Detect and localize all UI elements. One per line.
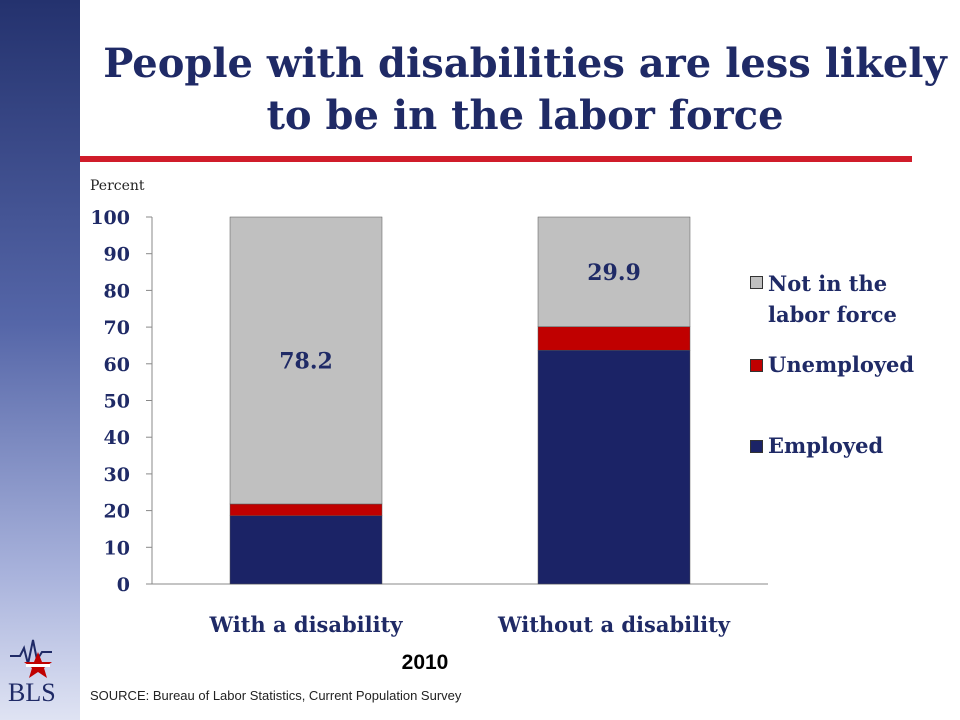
- source-note: SOURCE: Bureau of Labor Statistics, Curr…: [90, 688, 462, 703]
- legend-swatch-employed: [750, 440, 763, 453]
- y-tick-label: 10: [104, 537, 130, 559]
- x-category-label: With a disability: [209, 612, 404, 637]
- bar-employed-without-a-disability: [537, 349, 691, 585]
- bls-logo-icon: [10, 639, 52, 678]
- bar-not-in-the-labor-force-without-a-disability: [537, 216, 691, 327]
- year-label: 2010: [401, 651, 449, 674]
- side-decoration-bar: [0, 0, 80, 720]
- bar-not-in-the-labor-force-with-a-disability: [229, 216, 383, 505]
- bls-logo-text: BLS: [8, 678, 56, 707]
- bar-unemployed-with-a-disability: [229, 503, 383, 516]
- legend-label-unemployed: Unemployed: [768, 352, 915, 377]
- y-tick-label: 80: [104, 280, 130, 302]
- legend-swatch-unemployed: [750, 359, 763, 372]
- y-tick-label: 90: [104, 244, 130, 266]
- legend-label-employed: Employed: [768, 433, 884, 458]
- slide-title: People with disabilities are less likely…: [103, 40, 947, 139]
- title-underline: [80, 156, 912, 162]
- y-tick-label: 70: [104, 317, 130, 339]
- data-label: 29.9: [587, 260, 641, 286]
- y-tick-label: 60: [104, 354, 130, 376]
- legend-swatch-not-in-labor-force: [750, 276, 763, 289]
- legend-label-not-in-labor-force: Not in the labor force: [768, 271, 897, 327]
- data-label: 78.2: [279, 348, 333, 374]
- bar-employed-with-a-disability: [229, 515, 383, 585]
- bar-unemployed-without-a-disability: [537, 326, 691, 351]
- y-tick-label: 100: [90, 207, 130, 229]
- y-tick-label: 20: [104, 501, 130, 523]
- y-tick-label: 30: [104, 464, 130, 486]
- y-tick-label: 50: [104, 391, 130, 413]
- y-tick-label: 0: [117, 574, 130, 596]
- y-axis-label: Percent: [90, 178, 145, 194]
- x-category-label: Without a disability: [497, 612, 731, 637]
- y-tick-label: 40: [104, 427, 130, 449]
